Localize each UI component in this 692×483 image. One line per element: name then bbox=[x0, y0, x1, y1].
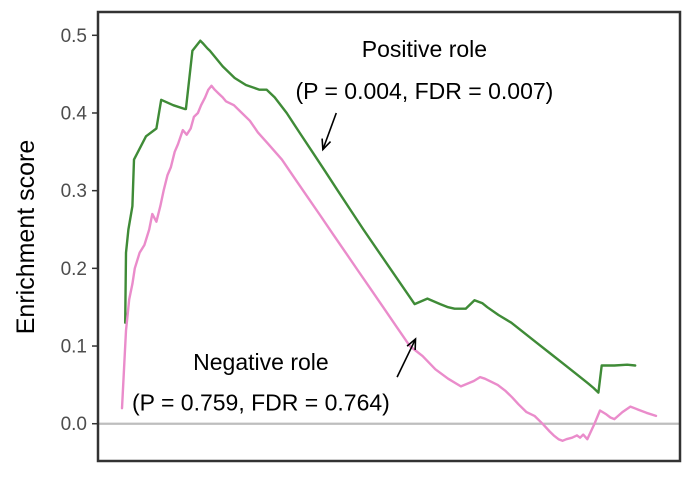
annotation-arrow-shaft bbox=[322, 112, 338, 150]
y-tick-label: 0.1 bbox=[61, 337, 87, 358]
y-tick-label: 0.3 bbox=[61, 181, 87, 202]
y-tick-label: 0.4 bbox=[61, 103, 88, 124]
annotation-arrow-head bbox=[406, 337, 417, 351]
annotation-text: Positive role bbox=[362, 36, 487, 62]
y-axis-label: Enrichment score bbox=[12, 140, 40, 335]
annotation-text: (P = 0.004, FDR = 0.007) bbox=[296, 78, 554, 104]
y-tick-label: 0.5 bbox=[61, 26, 87, 47]
plot-area bbox=[96, 10, 682, 463]
series-negative-role-line bbox=[120, 84, 658, 442]
y-axis: 0.0 0.1 0.2 0.3 0.4 0.5 bbox=[61, 26, 98, 435]
y-tick-label: 0.2 bbox=[61, 259, 87, 280]
annotation-text: Negative role bbox=[193, 349, 329, 375]
annotation-arrow-head bbox=[321, 138, 332, 152]
annotation-text: (P = 0.759, FDR = 0.764) bbox=[132, 390, 390, 416]
plot-frame bbox=[96, 10, 682, 463]
annotations: Positive role (P = 0.004, FDR = 0.007) Neg… bbox=[132, 36, 553, 415]
annotation-arrow-shaft bbox=[396, 338, 417, 378]
series-positive-role-line bbox=[123, 39, 637, 394]
y-tick-label: 0.0 bbox=[61, 414, 87, 435]
